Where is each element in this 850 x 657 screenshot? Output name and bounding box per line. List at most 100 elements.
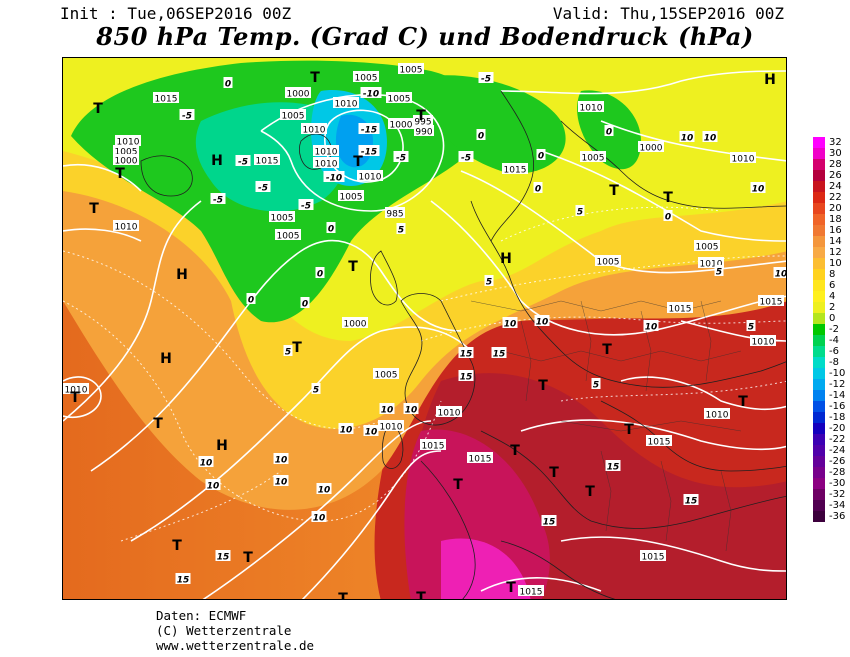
color-scale-tick: -12: [829, 378, 846, 390]
color-scale-tick: -18: [829, 411, 846, 423]
isotherm-label: 10: [318, 486, 331, 496]
low-pressure-center: T: [172, 538, 182, 554]
color-scale-tick: 18: [829, 213, 842, 225]
isobar-label-box: [333, 97, 359, 108]
isobar-label-box: [694, 240, 720, 251]
color-scale-tick: 0: [829, 312, 836, 324]
very-hot-zone: [404, 429, 550, 599]
weather-map[interactable]: 1015 1010 1005 1000 1010 1000 1005 1010 1015 10 10…: [62, 57, 787, 600]
isotherm-label: 5: [398, 226, 404, 236]
isotherm-label: 0: [535, 185, 541, 195]
isotherm-label-box: [478, 72, 494, 83]
isobar-label: 1015: [648, 438, 671, 448]
isobar-label-box: [342, 317, 368, 328]
isotherm-label-box: [534, 315, 550, 326]
credit-website[interactable]: www.wetterzentrale.de: [156, 638, 315, 653]
color-scale-swatch: [813, 170, 825, 182]
isobar-label-box: [667, 302, 693, 313]
isobar-label: 1015: [642, 553, 665, 563]
isobar-label-box: [595, 255, 621, 266]
isobar-label-box: [113, 220, 139, 231]
init-time: Init : Tue,06SEP2016 00Z: [60, 4, 292, 23]
isobar-label-box: [378, 420, 404, 431]
color-scale-swatch: [813, 280, 825, 292]
color-scale-tick: 4: [829, 290, 836, 302]
color-scale-swatch: [813, 346, 825, 358]
color-scale-tick: 30: [829, 147, 842, 159]
hottest-zone: [441, 538, 531, 599]
isobar-label-box: [385, 207, 405, 218]
isotherm-label: -10: [363, 90, 379, 100]
isotherm-label-box: [311, 383, 321, 394]
isobar-label: 1010: [359, 173, 382, 183]
color-scale-tick: -8: [829, 356, 839, 368]
color-scale-swatch: [813, 423, 825, 435]
isotherm-label: -5: [396, 154, 406, 164]
isotherm-label-box: [393, 151, 409, 162]
low-pressure-center: T: [585, 484, 595, 500]
isobar-label: 1010: [335, 100, 358, 110]
isotherm-label: -15: [361, 148, 377, 158]
isobar-label-box: [269, 211, 295, 222]
color-scale-swatch: [813, 148, 825, 160]
isobar-label: 1010: [700, 260, 723, 270]
isobar-label-box: [254, 154, 280, 165]
color-scale-swatch: [813, 357, 825, 369]
isotherm-label-box: [643, 320, 659, 331]
isotherm-label: 15: [607, 463, 620, 473]
isotherm-label-box: [246, 293, 256, 304]
low-pressure-center: T: [453, 477, 463, 493]
isotherm-label-box: [476, 129, 486, 140]
color-scale-tick: 16: [829, 224, 842, 236]
isotherm-label: -5: [481, 75, 491, 85]
color-scale-tick: -32: [829, 488, 846, 500]
isobar-label-box: [518, 585, 544, 596]
credit-copyright: (C) Wetterzentrale: [156, 623, 292, 638]
isobar-label-box: [386, 92, 412, 103]
isotherm-label-box: [273, 453, 289, 464]
color-scale-swatch: [813, 291, 825, 303]
low-pressure-center: T: [506, 580, 516, 596]
color-scale-swatch: [813, 159, 825, 171]
isobar-label: 1000: [287, 90, 310, 100]
isobar-label-box: [414, 125, 434, 136]
low-pressure-center: T: [738, 394, 748, 410]
isotherm-label: 0: [302, 300, 308, 310]
color-scale-swatch: [813, 500, 825, 512]
isotherm-label-box: [458, 370, 474, 381]
isobar-label: 1005: [277, 232, 300, 242]
isobar-label: 1005: [355, 74, 378, 84]
color-scale-tick: 6: [829, 279, 836, 291]
isobar-label: 1000: [344, 320, 367, 330]
isotherm-label-box: [338, 423, 354, 434]
color-scale-swatch: [813, 335, 825, 347]
color-scale-tick: 22: [829, 191, 842, 203]
isotherm-label: 0: [538, 152, 544, 162]
isotherm-label-box: [235, 155, 251, 166]
isotherm-label: 15: [685, 497, 698, 507]
isotherm-label: 15: [493, 350, 506, 360]
isobar-label-box: [285, 87, 311, 98]
color-scale-tick: 10: [829, 257, 842, 269]
isobar-label-box: [580, 151, 606, 162]
isobar-label-box: [398, 63, 424, 74]
color-scale-tick: -26: [829, 455, 846, 467]
color-scale-tick: 32: [829, 136, 842, 148]
color-scale-swatch: [813, 456, 825, 468]
isobar-label-box: [153, 92, 179, 103]
isobar-label-box: [730, 152, 756, 163]
low-pressure-center: T: [602, 342, 612, 358]
isotherm-label-box: [215, 550, 231, 561]
color-scale-swatch: [813, 467, 825, 479]
color-scale-tick: -16: [829, 400, 846, 412]
isotherm-label-box: [663, 210, 673, 221]
isobar-label-box: [280, 109, 306, 120]
isobar-label: 1005: [271, 214, 294, 224]
isotherm-label-box: [773, 267, 786, 278]
low-pressure-center: T: [348, 259, 358, 275]
color-scale-tick: -20: [829, 422, 846, 434]
isotherm-label-box: [750, 182, 766, 193]
isotherm-label: 0: [665, 213, 671, 223]
isobar-label: 1005: [115, 148, 138, 158]
high-pressure-center: H: [500, 251, 512, 267]
